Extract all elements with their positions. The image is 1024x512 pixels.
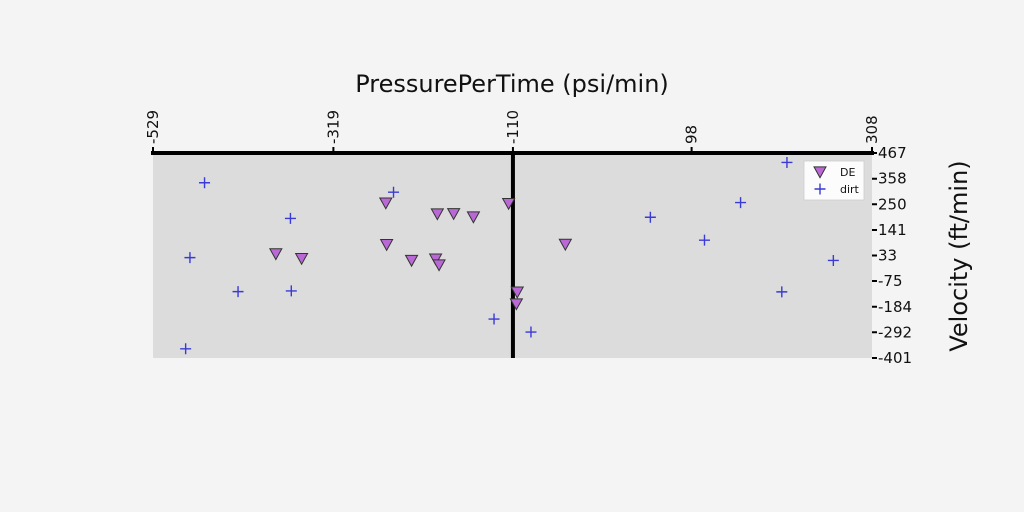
- y-tick-label: -401: [878, 349, 912, 367]
- legend-label: dirt: [840, 183, 860, 196]
- dirt-point: [284, 212, 296, 224]
- dirt-point: [388, 186, 400, 198]
- de-point: [509, 298, 524, 311]
- dirt-point: [232, 286, 244, 298]
- de-point: [430, 208, 445, 221]
- dirt-point: [488, 313, 500, 325]
- dirt-point: [776, 286, 788, 298]
- dirt-point: [781, 156, 793, 168]
- dirt-point: [698, 234, 710, 246]
- y-tick-label: -184: [878, 298, 912, 316]
- x-axis-ticks: -529 -319 -110 98 308: [144, 110, 881, 153]
- x-tick-label: -319: [324, 110, 342, 144]
- x-tick-label: -110: [504, 110, 522, 144]
- y-tick-label: 250: [878, 195, 907, 213]
- dirt-point: [525, 326, 537, 338]
- legend: DE dirt: [803, 160, 865, 201]
- dirt-point: [827, 254, 839, 266]
- de-point: [428, 253, 443, 266]
- de-point: [558, 238, 573, 252]
- dirt-point: [735, 197, 747, 209]
- legend-de-marker: [813, 166, 827, 179]
- x-tick-label: -529: [144, 110, 162, 144]
- chart-title: PressurePerTime (psi/min): [355, 70, 669, 98]
- de-point: [446, 208, 461, 221]
- y-tick-label: -75: [878, 272, 903, 290]
- de-point: [378, 197, 393, 210]
- y-tick-label: 33: [878, 247, 897, 265]
- de-point: [404, 254, 419, 268]
- data-points: [180, 156, 839, 355]
- x-tick-label: 98: [683, 125, 701, 144]
- x-tick-label: 308: [863, 115, 881, 144]
- de-point: [466, 211, 481, 224]
- de-point: [379, 239, 394, 252]
- dirt-point: [184, 252, 196, 264]
- dirt-point: [644, 211, 656, 223]
- de-point: [501, 197, 516, 211]
- y-axis-ticks: 467 358 250 141 33 -75 -184 -292 -401: [872, 144, 912, 367]
- dirt-point: [180, 343, 192, 355]
- legend-dirt-marker: [814, 183, 826, 195]
- de-point: [268, 248, 283, 261]
- de-point: [510, 286, 525, 299]
- y-tick-label: -292: [878, 323, 912, 341]
- y-tick-label: 358: [878, 170, 907, 188]
- dirt-point: [285, 285, 297, 297]
- y-tick-label: 141: [878, 221, 907, 239]
- legend-label: DE: [840, 166, 855, 179]
- de-point: [294, 252, 309, 266]
- y-tick-label: 467: [878, 144, 907, 162]
- de-point: [432, 259, 446, 272]
- dirt-point: [199, 177, 211, 189]
- y-axis-label: Velocity (ft/min): [945, 160, 973, 351]
